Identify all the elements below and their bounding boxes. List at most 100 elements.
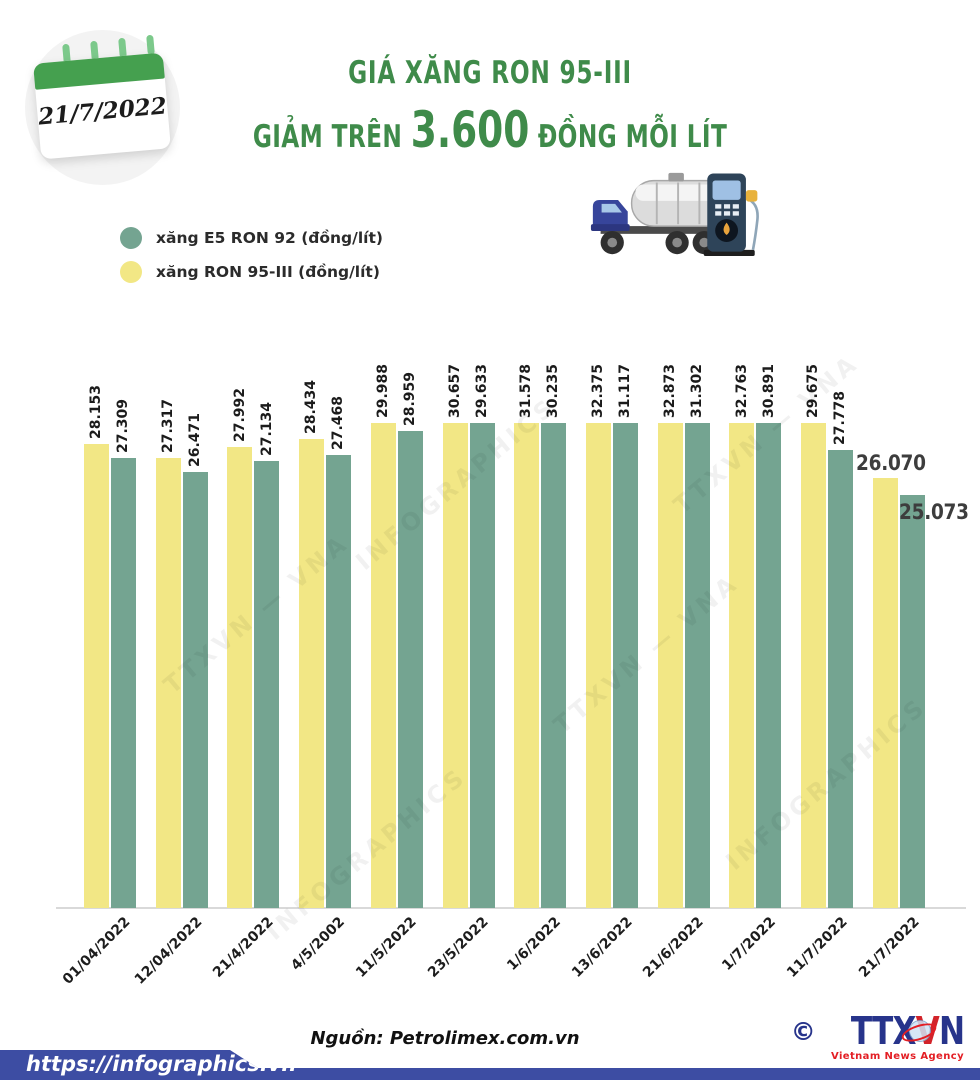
calendar-badge: 21/7/2022 [25, 30, 180, 185]
bar-ron95 [84, 443, 109, 908]
bar-ron95 [442, 423, 468, 908]
bar-wrap: 26.471 [182, 364, 208, 908]
bar-value-label: 31.578 [518, 364, 535, 419]
title-highlight-number: 3.600 [410, 100, 530, 159]
bar-ron95 [370, 423, 396, 908]
bar-ron95 [657, 423, 683, 908]
bar-value-label: 29.988 [374, 364, 391, 419]
bar-group: 29.675 27.778 [801, 364, 854, 908]
legend-label: xăng RON 95-III (đồng/lít) [156, 263, 380, 281]
bar-wrap: 27.317 [155, 364, 181, 908]
calendar-card: 21/7/2022 [33, 52, 171, 160]
bar-wrap: 27.309 [111, 364, 136, 908]
bar-e5ron92 [397, 430, 423, 908]
bar-ron95 [227, 446, 253, 908]
legend-dot-yellow-icon [120, 261, 142, 283]
bar-wrap: 27.992 [227, 364, 253, 908]
calendar-date: 21/7/2022 [37, 92, 168, 131]
legend-dot-green-icon [120, 227, 142, 249]
x-axis-label: 12/04/2022 [131, 914, 206, 988]
bar-e5ron92 [182, 471, 208, 908]
bar-ron95 [586, 423, 612, 908]
bar-group: 28.434 27.468 [299, 364, 352, 908]
x-axis-labels: 01/04/2022 12/04/2022 21/4/2022 4/5/2002 11/… [60, 914, 925, 1004]
bar-ron95 [729, 423, 755, 908]
x-axis-label: 01/04/2022 [59, 914, 134, 988]
bar-group: 32.873 31.302 [657, 364, 710, 908]
bar-value-label: 27.317 [159, 398, 176, 453]
bar-e5ron92 [899, 494, 925, 908]
bar-value-label: 27.992 [231, 387, 248, 442]
x-axis-label: 21/7/2022 [855, 914, 923, 981]
bar-e5ron92 [469, 423, 495, 908]
bar-wrap: 29.988 [370, 364, 396, 908]
bar-value-label: 28.434 [303, 380, 320, 435]
x-axis-line [56, 907, 966, 909]
agency-name-post: N [938, 1009, 965, 1053]
bar-value-label: 26.471 [186, 412, 203, 467]
x-axis-label: 11/7/2022 [783, 914, 851, 981]
bar-group [872, 364, 925, 908]
globe-icon [909, 1020, 931, 1042]
title-line2: GIẢM TRÊN 3.600 ĐỒNG MỖI LÍT [228, 99, 753, 162]
bar-group: 32.763 30.891 [729, 364, 782, 908]
bar-wrap: 31.117 [613, 364, 639, 908]
x-axis-label: 1/6/2022 [503, 914, 564, 974]
bar-e5ron92 [828, 450, 854, 908]
bar-wrap: 30.657 [442, 364, 468, 908]
bar-e5ron92 [541, 423, 567, 908]
fuel-pump-icon [702, 166, 760, 264]
bar-value-label: 31.302 [688, 364, 705, 419]
bar-ron95 [299, 439, 325, 908]
bar-e5ron92 [111, 457, 136, 908]
legend-item-ron95: xăng RON 95-III (đồng/lít) [120, 260, 383, 284]
bar-value-label: 32.873 [661, 364, 678, 419]
x-axis-label: 13/6/2022 [568, 914, 636, 981]
title-line2-suffix: ĐỒNG MỖI LÍT [529, 118, 728, 155]
bar-wrap [899, 364, 925, 908]
bar-wrap: 28.434 [299, 364, 325, 908]
bar-ron95 [514, 423, 540, 908]
bar-group: 30.657 29.633 [442, 364, 495, 908]
bar-e5ron92 [684, 423, 710, 908]
bar-wrap: 28.153 [84, 364, 109, 908]
bar-e5ron92 [756, 423, 782, 908]
agency-name-pre: TTX [850, 1009, 917, 1053]
plot-area: 28.153 27.309 27.317 26.471 27.992 27.134 28.4… [84, 364, 925, 908]
bar-group: 31.578 30.235 [514, 364, 567, 908]
bar-group: 29.988 28.959 [370, 364, 423, 908]
bar-ron95 [155, 457, 181, 908]
x-axis-label: 23/5/2022 [425, 914, 492, 981]
tanker-truck-icon [583, 168, 748, 264]
page-title: GIÁ XĂNG RON 95-III GIẢM TRÊN 3.600 ĐỒNG… [228, 54, 753, 161]
bar-e5ron92 [613, 423, 639, 908]
bar-value-label: 27.134 [258, 401, 275, 456]
copyright-icon: © [790, 1017, 816, 1046]
bar-ron95 [872, 478, 898, 908]
title-line2-prefix: GIẢM TRÊN [252, 118, 411, 155]
x-axis-label: 4/5/2002 [288, 914, 349, 974]
bar-e5ron92 [326, 455, 352, 908]
bar-group: 28.153 27.309 [84, 364, 136, 908]
x-axis-label: 21/6/2022 [640, 914, 708, 981]
calendar-pin-icon [146, 34, 155, 56]
bar-value-label: 30.891 [760, 364, 777, 419]
bar-value-label: 31.117 [617, 364, 634, 419]
bar-e5ron92 [254, 460, 280, 908]
bar-wrap: 27.468 [326, 364, 352, 908]
bar-value-label: 27.309 [115, 398, 132, 453]
bar-ron95 [801, 423, 827, 908]
bar-wrap [872, 364, 898, 908]
agency-subtitle: Vietnam News Agency [831, 1051, 964, 1062]
bar-value-label: 30.657 [446, 364, 463, 419]
bar-group: 27.317 26.471 [155, 364, 208, 908]
chart-legend: xăng E5 RON 92 (đồng/lít) xăng RON 95-II… [120, 226, 383, 294]
infographics-url-link[interactable]: https://infographics.vn [26, 1052, 297, 1076]
bar-wrap: 31.578 [514, 364, 540, 908]
bar-wrap: 32.375 [586, 364, 612, 908]
bar-wrap: 31.302 [684, 364, 710, 908]
bar-value-label: 27.468 [330, 396, 347, 451]
legend-label: xăng E5 RON 92 (đồng/lít) [156, 229, 383, 247]
bar-value-label: 29.633 [473, 364, 490, 419]
source-text: Nguồn: Petrolimex.com.vn [310, 1028, 580, 1049]
